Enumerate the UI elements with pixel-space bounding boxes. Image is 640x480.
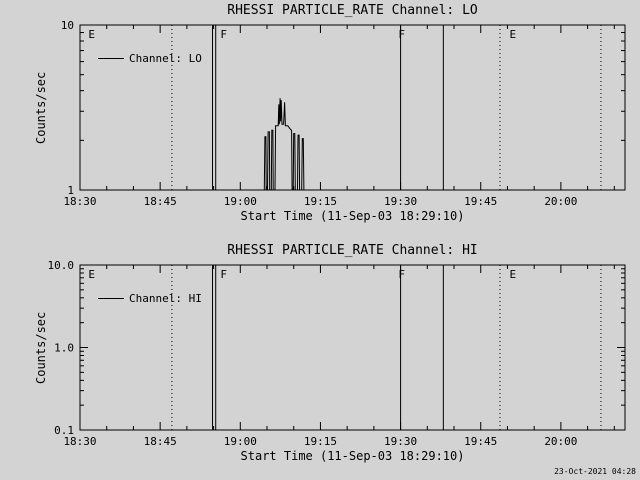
legend-line-sample-hi <box>98 298 124 299</box>
y-axis-label-hi: Counts/sec <box>34 311 48 384</box>
chart-hi: 18:30 18:45 19:00 19:15 19:30 19:45 20:00 0.1 1.… <box>0 240 640 480</box>
event-flag-E: E <box>509 28 516 41</box>
y-tick-label: 1.0 <box>54 342 74 355</box>
chart-title-lo: RHESSI PARTICLE_RATE Channel: LO <box>227 3 478 18</box>
y-tick-label: 1 <box>67 184 74 197</box>
plot-frame <box>79 24 626 191</box>
event-flag-F: F <box>220 28 227 41</box>
x-tick-label: 20:00 <box>544 435 577 448</box>
event-flag-F: F <box>398 28 405 41</box>
chart-lo: 18:30 18:45 19:00 19:15 19:30 19:45 20:00 1 10 E F… <box>34 3 626 223</box>
plot-area-lo: 18:30 18:45 19:00 19:15 19:30 19:45 20:00 1 10 E F… <box>61 19 626 208</box>
x-axis-label-lo: Start Time (11-Sep-03 18:29:10) <box>240 209 465 223</box>
plot-area-hi: 18:30 18:45 19:00 19:15 19:30 19:45 20:00 0.1 1.… <box>48 259 626 448</box>
x-tick-label: 19:15 <box>304 195 337 208</box>
x-tick-label: 18:30 <box>63 435 96 448</box>
event-flag-E: E <box>88 268 95 281</box>
y-tick-label: 10.0 <box>48 259 75 272</box>
legend-line-sample-lo <box>98 58 124 59</box>
legend-lo: Channel: LO <box>98 52 202 65</box>
chart-title-hi: RHESSI PARTICLE_RATE Channel: HI <box>227 243 478 258</box>
x-tick-label: 19:45 <box>464 195 497 208</box>
event-flag-F: F <box>398 268 405 281</box>
event-flag-F: F <box>220 268 227 281</box>
x-tick-label: 18:30 <box>63 195 96 208</box>
event-flag-E: E <box>88 28 95 41</box>
legend-hi: Channel: HI <box>98 292 202 305</box>
legend-label-hi: Channel: HI <box>129 292 202 305</box>
x-tick-label: 19:45 <box>464 435 497 448</box>
event-flag-E: E <box>509 268 516 281</box>
x-tick-label: 19:00 <box>224 195 257 208</box>
y-tick-label: 0.1 <box>54 424 74 437</box>
x-tick-label: 18:45 <box>144 195 177 208</box>
x-tick-label: 19:30 <box>384 435 417 448</box>
y-axis-label-lo: Counts/sec <box>34 71 48 144</box>
series-lo <box>263 98 305 191</box>
x-tick-label: 19:30 <box>384 195 417 208</box>
x-tick-label: 19:15 <box>304 435 337 448</box>
x-tick-label: 19:00 <box>224 435 257 448</box>
x-tick-label: 20:00 <box>544 195 577 208</box>
legend-label-lo: Channel: LO <box>129 52 202 65</box>
y-tick-label: 10 <box>61 19 74 32</box>
x-axis-label-hi: Start Time (11-Sep-03 18:29:10) <box>240 449 465 463</box>
x-tick-label: 18:45 <box>144 435 177 448</box>
plot-frame <box>79 264 626 431</box>
creation-timestamp: 23-Oct-2021 04:28 <box>554 467 636 476</box>
